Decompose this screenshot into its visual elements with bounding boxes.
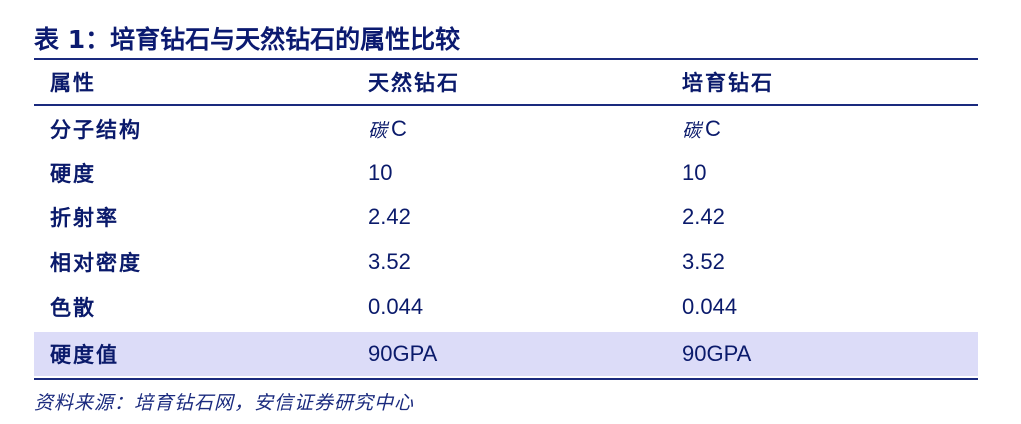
row-attribute: 分子结构 xyxy=(50,117,142,142)
lab-value-cn: 碳 xyxy=(682,119,702,142)
table-header-rule xyxy=(34,104,978,106)
lab-value: C xyxy=(705,116,721,141)
header-attribute: 属性 xyxy=(50,70,96,95)
natural-value-cn: 碳 xyxy=(368,119,388,142)
row-lab-value: 2.42 xyxy=(682,204,725,229)
table-row: 折射率 2.42 2.42 xyxy=(34,195,978,239)
row-lab-value: 3.52 xyxy=(682,249,725,274)
row-lab-value: 10 xyxy=(682,160,707,185)
table-top-rule xyxy=(34,58,978,60)
header-lab-grown-diamond: 培育钻石 xyxy=(682,70,774,95)
natural-value: C xyxy=(391,116,407,141)
table-row: 硬度 10 10 xyxy=(34,151,978,195)
row-lab-value: 90GPA xyxy=(682,341,752,366)
row-natural-value: 90GPA xyxy=(368,341,438,366)
row-attribute: 硬度 xyxy=(50,161,96,186)
row-attribute: 硬度值 xyxy=(50,342,119,367)
table-title: 表 1：培育钻石与天然钻石的属性比较 xyxy=(34,25,461,54)
row-attribute: 相对密度 xyxy=(50,250,142,275)
source-note: 资料来源：培育钻石网，安信证券研究中心 xyxy=(34,392,415,414)
table-header-row: 属性 天然钻石 培育钻石 xyxy=(34,60,978,104)
row-natural-value: 3.52 xyxy=(368,249,411,274)
table-row: 相对密度 3.52 3.52 xyxy=(34,240,978,284)
row-lab-value: 0.044 xyxy=(682,294,738,319)
row-attribute: 色散 xyxy=(50,295,96,320)
row-attribute: 折射率 xyxy=(50,205,119,230)
row-natural-value: 0.044 xyxy=(368,294,424,319)
table-row-highlighted: 硬度值 90GPA 90GPA xyxy=(34,332,978,376)
table-row: 色散 0.044 0.044 xyxy=(34,285,978,329)
table-bottom-rule xyxy=(34,378,978,380)
header-natural-diamond: 天然钻石 xyxy=(368,70,460,95)
row-natural-value: 10 xyxy=(368,160,393,185)
row-natural-value: 2.42 xyxy=(368,204,411,229)
